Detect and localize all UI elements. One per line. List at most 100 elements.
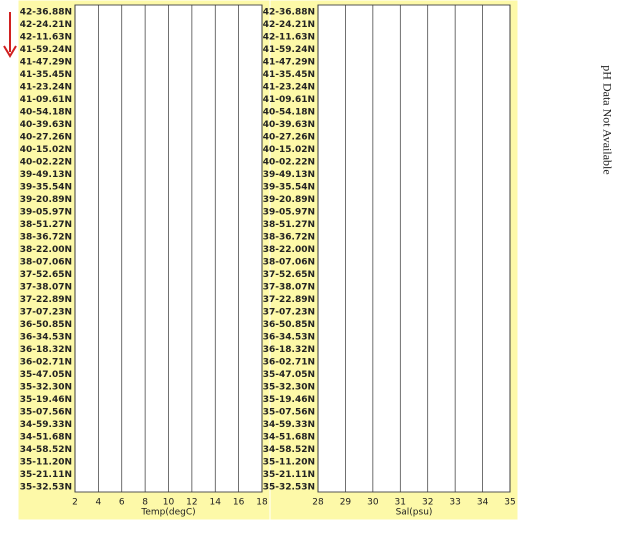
arrow-head: [3, 45, 17, 58]
y-tick-label: 40-27.26N: [263, 133, 315, 143]
x-tick-label: 33: [449, 498, 460, 508]
y-tick-label: 37-38.07N: [20, 283, 72, 293]
y-tick-label: 40-15.02N: [20, 145, 72, 155]
y-tick-label: 41-09.61N: [263, 95, 315, 105]
y-tick-label: 40-54.18N: [20, 108, 72, 118]
ph-note: pH Data Not Available: [600, 65, 614, 174]
x-tick-label: 31: [395, 498, 406, 508]
x-tick-label: 6: [119, 498, 125, 508]
x-tick-label: 34: [477, 498, 489, 508]
y-tick-label: 35-47.05N: [20, 370, 72, 380]
y-tick-label: 37-22.89N: [20, 295, 72, 305]
y-tick-label: 40-39.63N: [20, 120, 72, 130]
x-tick-label: 4: [96, 498, 102, 508]
y-tick-label: 38-22.00N: [263, 245, 315, 255]
y-tick-label: 41-59.24N: [263, 45, 315, 55]
y-tick-label: 37-52.65N: [20, 270, 72, 280]
y-tick-label: 34-58.52N: [20, 445, 72, 455]
x-tick-label: 32: [422, 498, 433, 508]
x-tick-label: 30: [367, 498, 379, 508]
y-tick-label: 41-23.24N: [20, 83, 72, 93]
y-tick-label: 35-32.53N: [20, 483, 72, 493]
y-tick-label: 42-24.21N: [20, 20, 72, 30]
y-tick-label: 38-51.27N: [20, 220, 72, 230]
y-tick-label: 41-47.29N: [263, 58, 315, 68]
y-tick-label: 35-07.56N: [263, 408, 315, 418]
x-tick-label: 35: [504, 498, 515, 508]
y-tick-label: 39-20.89N: [20, 195, 72, 205]
y-tick-label: 42-36.88N: [20, 8, 72, 18]
y-tick-label: 38-36.72N: [263, 233, 315, 243]
y-tick-label: 36-18.32N: [20, 345, 72, 355]
y-tick-label: 40-54.18N: [263, 108, 315, 118]
y-tick-label: 36-50.85N: [263, 320, 315, 330]
x-tick-label: 8: [142, 498, 148, 508]
y-tick-label: 39-35.54N: [263, 183, 315, 193]
y-tick-label: 41-23.24N: [263, 83, 315, 93]
y-tick-label: 35-19.46N: [20, 395, 72, 405]
x-tick-label: 12: [186, 498, 197, 508]
y-tick-label: 37-07.23N: [263, 308, 315, 318]
y-tick-label: 40-15.02N: [263, 145, 315, 155]
y-tick-label: 37-07.23N: [20, 308, 72, 318]
y-tick-label: 36-02.71N: [20, 358, 72, 368]
y-tick-label: 37-38.07N: [263, 283, 315, 293]
y-tick-label: 34-59.33N: [20, 420, 72, 430]
y-tick-label: 34-51.68N: [263, 433, 315, 443]
y-tick-label: 35-21.11N: [263, 470, 315, 480]
y-tick-label: 35-32.30N: [20, 383, 72, 393]
y-tick-label: 38-07.06N: [263, 258, 315, 268]
y-tick-label: 42-36.88N: [263, 8, 315, 18]
y-tick-label: 40-39.63N: [263, 120, 315, 130]
x-tick-label: 18: [256, 498, 268, 508]
y-tick-label: 39-05.97N: [20, 208, 72, 218]
y-tick-label: 38-51.27N: [263, 220, 315, 230]
x-tick-label: 2: [72, 498, 78, 508]
y-tick-label: 39-20.89N: [263, 195, 315, 205]
x-axis-label: Temp(degC): [140, 508, 195, 518]
y-tick-label: 34-58.52N: [263, 445, 315, 455]
y-tick-label: 42-11.63N: [263, 33, 315, 43]
plot-area: [317, 4, 511, 493]
y-tick-label: 34-59.33N: [263, 420, 315, 430]
x-tick-label: 28: [312, 498, 324, 508]
y-tick-label: 39-49.13N: [263, 170, 315, 180]
y-tick-label: 38-22.00N: [20, 245, 72, 255]
y-tick-label: 35-19.46N: [263, 395, 315, 405]
y-tick-label: 35-21.11N: [20, 470, 72, 480]
x-tick-label: 14: [210, 498, 222, 508]
x-axis-label: Sal(psu): [396, 508, 433, 518]
y-tick-label: 41-59.24N: [20, 45, 72, 55]
y-tick-label: 38-07.06N: [20, 258, 72, 268]
y-tick-label: 35-32.30N: [263, 383, 315, 393]
y-tick-label: 36-34.53N: [263, 333, 315, 343]
y-tick-label: 41-35.45N: [20, 70, 72, 80]
y-tick-label: 39-05.97N: [263, 208, 315, 218]
y-tick-label: 41-47.29N: [20, 58, 72, 68]
y-tick-label: 36-18.32N: [263, 345, 315, 355]
y-tick-label: 35-11.20N: [263, 458, 315, 468]
y-tick-label: 42-24.21N: [263, 20, 315, 30]
x-tick-label: 29: [340, 498, 352, 508]
y-tick-label: 39-49.13N: [20, 170, 72, 180]
x-tick-label: 10: [163, 498, 175, 508]
y-tick-label: 36-34.53N: [20, 333, 72, 343]
x-tick-label: 16: [233, 498, 245, 508]
y-tick-label: 37-52.65N: [263, 270, 315, 280]
y-tick-label: 35-32.53N: [263, 483, 315, 493]
y-tick-label: 35-07.56N: [20, 408, 72, 418]
y-tick-label: 42-11.63N: [20, 33, 72, 43]
y-tick-label: 41-35.45N: [263, 70, 315, 80]
y-tick-label: 34-51.68N: [20, 433, 72, 443]
y-tick-label: 36-02.71N: [263, 358, 315, 368]
y-tick-label: 36-50.85N: [20, 320, 72, 330]
y-tick-label: 40-27.26N: [20, 133, 72, 143]
y-tick-label: 35-47.05N: [263, 370, 315, 380]
y-tick-label: 37-22.89N: [263, 295, 315, 305]
y-tick-label: 40-02.22N: [20, 158, 72, 168]
y-tick-label: 39-35.54N: [20, 183, 72, 193]
y-tick-label: 38-36.72N: [20, 233, 72, 243]
y-tick-label: 40-02.22N: [263, 158, 315, 168]
y-tick-label: 41-09.61N: [20, 95, 72, 105]
